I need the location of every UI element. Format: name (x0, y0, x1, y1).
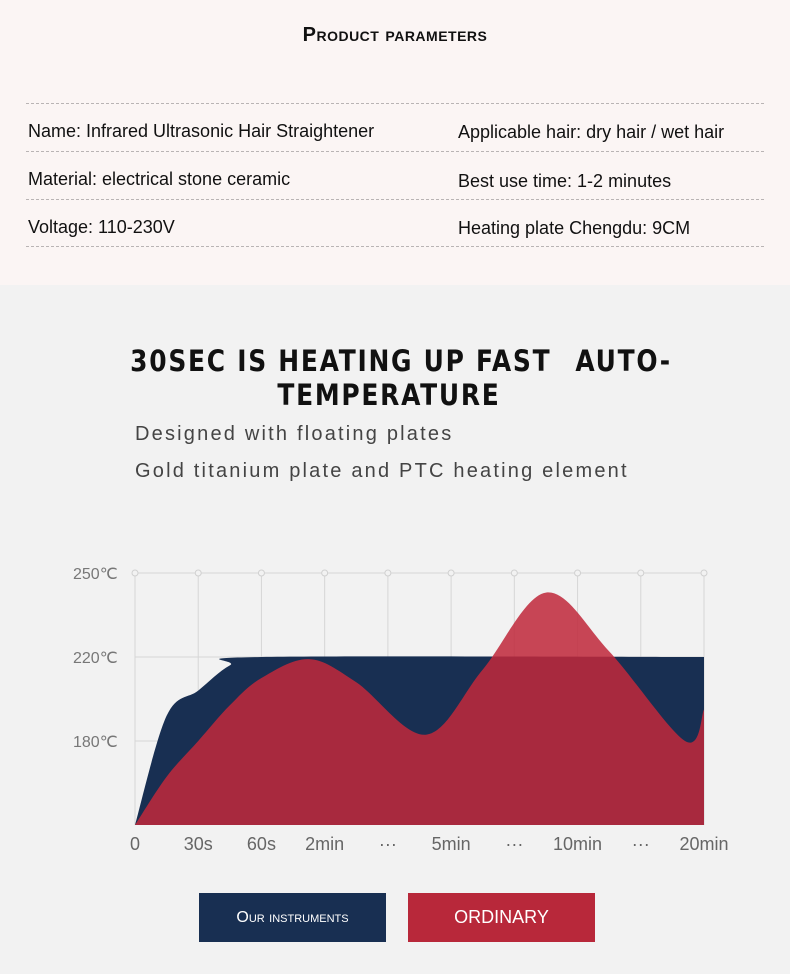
grid-dot (447, 569, 455, 577)
x-tick-label: ··· (379, 834, 397, 854)
x-tick-label: 30s (184, 834, 213, 854)
grid-dot (257, 569, 265, 577)
parameters-title: Product parameters (302, 24, 488, 46)
grid-dot (384, 569, 392, 577)
subtitle-line-2: Gold titanium plate and PTC heating elem… (135, 460, 629, 482)
y-tick-label: 220℃ (73, 650, 118, 667)
x-tick-label: 2min (305, 834, 344, 854)
y-tick-label: 180℃ (73, 734, 118, 751)
x-tick-label: ··· (505, 834, 523, 854)
series-area-ordinary (135, 592, 704, 825)
headline-fast-heating: 30SEC IS HEATING UP FAST (130, 344, 552, 378)
parameters-section (0, 0, 790, 285)
x-tick-label: 20min (679, 834, 728, 854)
headline-auto-temp: AUTO-TEMPERATURE (277, 344, 672, 412)
divider (26, 246, 764, 247)
divider (26, 199, 764, 200)
grid-dot (637, 569, 645, 577)
param-best-use-time: Best use time: 1-2 minutes (458, 171, 672, 191)
grid-dot (574, 569, 582, 577)
subtitle-line-1: Designed with floating plates (135, 423, 454, 445)
headline: 30SEC IS HEATING UP FAST AUTO-TEMPERATURE (55, 344, 734, 412)
y-tick-label: 250℃ (73, 566, 118, 583)
grid-dot (510, 569, 518, 577)
grid-dot (194, 569, 202, 577)
x-tick-label: 0 (130, 834, 140, 854)
divider (26, 103, 764, 104)
grid-dot (700, 569, 708, 577)
x-tick-label: 5min (432, 834, 471, 854)
param-voltage: Voltage: 110-230V (28, 217, 175, 237)
param-material: Material: electrical stone ceramic (28, 169, 291, 189)
grid-dot (131, 569, 139, 577)
grid-dot (321, 569, 329, 577)
x-tick-label: 10min (553, 834, 602, 854)
param-plate-length: Heating plate Chengdu: 9CM (458, 218, 691, 238)
param-applicable-hair: Applicable hair: dry hair / wet hair (458, 122, 725, 142)
x-tick-label: ··· (632, 834, 650, 854)
divider (26, 151, 764, 152)
legend-our-instruments: Our instruments (199, 893, 386, 942)
legend-ordinary: ORDINARY (408, 893, 595, 942)
x-tick-label: 60s (247, 834, 276, 854)
param-name: Name: Infrared Ultrasonic Hair Straighte… (28, 121, 375, 141)
